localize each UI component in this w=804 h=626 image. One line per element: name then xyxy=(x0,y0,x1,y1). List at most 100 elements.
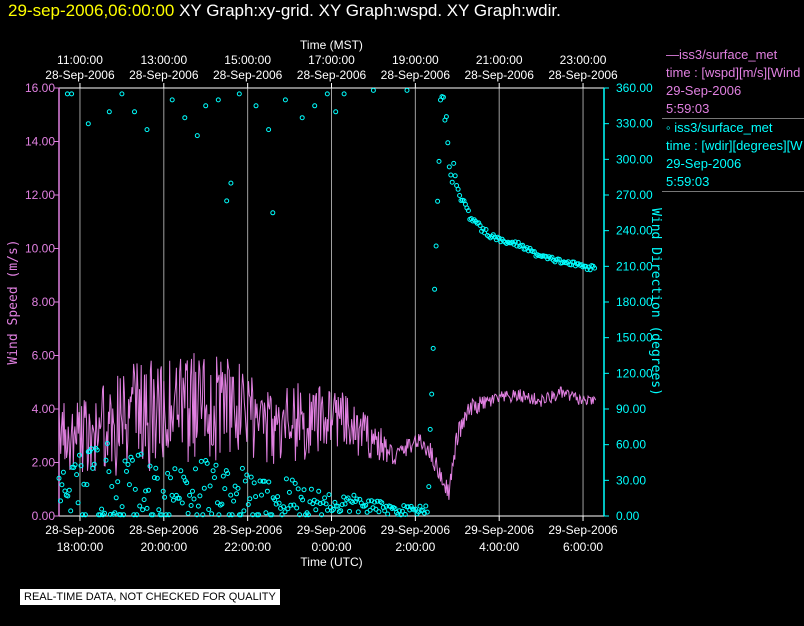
wdir-point xyxy=(82,512,88,518)
wdir-point xyxy=(270,210,276,216)
wdir-point xyxy=(200,512,206,518)
wdir-point xyxy=(236,91,242,97)
wdir-point xyxy=(80,512,85,518)
wdir-point xyxy=(137,503,143,509)
bottom-tick-time: 2:00:00 xyxy=(395,540,435,554)
wdir-point xyxy=(263,510,269,516)
wdir-point xyxy=(413,506,419,512)
wdir-point xyxy=(220,473,226,479)
left-tick-label: 2.00 xyxy=(32,456,56,470)
bottom-tick-date: 28-Sep-2006 xyxy=(213,523,283,537)
wdir-point xyxy=(215,97,221,103)
wdir-point xyxy=(322,495,328,501)
wdir-point xyxy=(125,462,131,467)
wdir-point xyxy=(317,501,323,506)
wdir-point xyxy=(275,494,281,500)
bottom-tick-time: 4:00:00 xyxy=(479,540,519,554)
wdir-point xyxy=(106,469,112,475)
top-tick-date: 28-Sep-2006 xyxy=(548,68,618,82)
bottom-tick-time: 6:00:00 xyxy=(563,540,603,554)
wdir-point xyxy=(193,466,198,472)
wdir-point xyxy=(222,486,228,492)
wdir-point xyxy=(91,461,97,467)
wdir-point xyxy=(355,509,361,515)
wdir-point xyxy=(351,492,357,498)
bottom-tick-time: 0:00:00 xyxy=(311,540,351,554)
wdir-point xyxy=(435,198,441,204)
wdir-point xyxy=(146,487,151,493)
wdir-point xyxy=(206,507,212,512)
wdir-point xyxy=(170,497,176,503)
wdir-point xyxy=(77,452,82,458)
wdir-point xyxy=(286,489,292,495)
wdir-point xyxy=(424,509,430,515)
wdir-point xyxy=(126,482,132,488)
top-tick-time: 13:00:00 xyxy=(140,53,187,67)
wdir-point xyxy=(103,457,109,463)
wdir-point xyxy=(448,172,454,178)
legend-wdir-time: 5:59:03 xyxy=(666,174,710,189)
wdir-point xyxy=(273,501,279,507)
wdir-point xyxy=(59,482,65,488)
wdir-point xyxy=(242,478,248,484)
wdir-point xyxy=(443,114,449,120)
wdir-point xyxy=(432,286,438,292)
right-axis-label: Wind Direction (degrees) xyxy=(648,208,663,396)
wdir-point xyxy=(228,492,234,498)
wdir-point xyxy=(151,475,157,481)
wdir-point xyxy=(301,487,307,493)
wdir-point xyxy=(60,469,66,475)
wdir-point xyxy=(256,512,262,518)
wdir-point xyxy=(266,127,272,133)
wdir-point xyxy=(219,501,225,507)
quality-notice: REAL-TIME DATA, NOT CHECKED FOR QUALITY xyxy=(20,589,280,605)
wdir-point xyxy=(191,496,197,502)
wdir-point xyxy=(213,462,219,468)
legend-wspd-name: —iss3/surface_met xyxy=(666,47,778,62)
wdir-point xyxy=(185,510,191,516)
wdir-point xyxy=(421,510,427,516)
bottom-tick-date: 28-Sep-2006 xyxy=(129,523,199,537)
wdir-point xyxy=(483,227,489,232)
wdir-point xyxy=(436,158,442,164)
left-tick-label: 0.00 xyxy=(32,509,56,523)
legend-wdir: ◦ iss3/surface_met time : [wdir][degrees… xyxy=(662,119,804,192)
left-axis-label: Wind Speed (m/s) xyxy=(6,239,21,364)
right-tick-label: 90.00 xyxy=(616,402,646,416)
wdir-point xyxy=(430,345,436,351)
wdir-point xyxy=(144,127,150,133)
wdir-point xyxy=(330,507,336,512)
right-tick-label: 210.00 xyxy=(616,259,653,273)
wdir-point xyxy=(144,505,150,511)
wdir-point xyxy=(294,505,300,511)
wdir-point xyxy=(118,512,124,518)
wdir-point xyxy=(292,480,298,486)
wdir-point xyxy=(56,475,62,481)
wdir-point xyxy=(153,465,159,471)
wdir-point xyxy=(163,512,169,518)
right-tick-label: 180.00 xyxy=(616,295,653,309)
wdir-point xyxy=(282,97,288,103)
wdir-point xyxy=(58,498,63,504)
wdir-point xyxy=(194,512,200,518)
wdir-point xyxy=(229,512,235,518)
wdir-point xyxy=(244,472,250,478)
wdir-point xyxy=(457,193,463,198)
wdir-point xyxy=(385,511,391,517)
wdir-point xyxy=(69,91,75,97)
wdir-point xyxy=(587,267,593,273)
right-tick-label: 240.00 xyxy=(616,224,653,238)
wdir-point xyxy=(248,474,254,480)
wdir-point xyxy=(64,91,70,97)
left-tick-label: 12.00 xyxy=(25,188,55,202)
wdir-point xyxy=(238,512,244,518)
wdir-point xyxy=(194,133,200,139)
wdir-point xyxy=(74,472,80,478)
wdir-point xyxy=(350,499,355,505)
right-tick-label: 150.00 xyxy=(616,331,653,345)
top-tick-date: 28-Sep-2006 xyxy=(464,68,534,82)
bottom-axis-title: Time (UTC) xyxy=(300,555,362,569)
wspd-series-line xyxy=(58,353,597,500)
top-tick-time: 11:00:00 xyxy=(57,53,103,67)
wdir-point xyxy=(131,512,137,518)
